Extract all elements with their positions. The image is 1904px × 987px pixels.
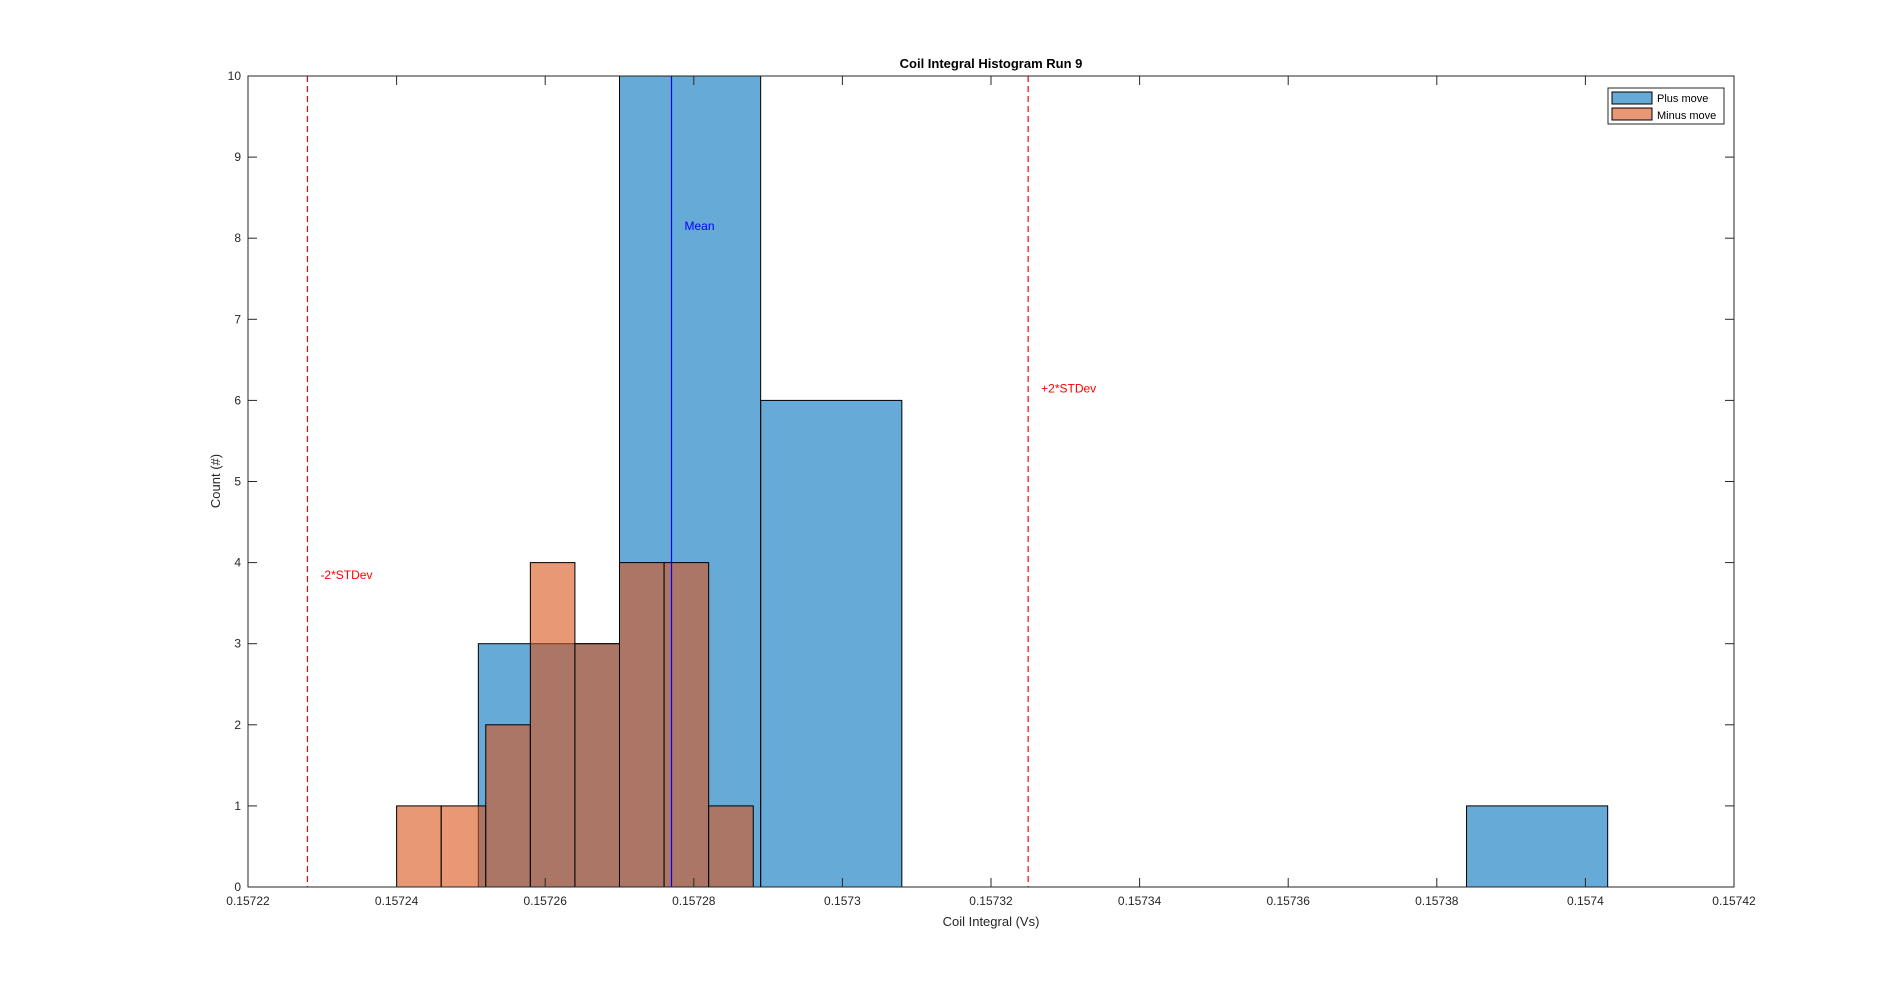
- refline-label-mean: Mean: [685, 219, 715, 233]
- x-tick-label: 0.15722: [226, 894, 270, 908]
- reference-lines-layer: Mean -2*STDev +2*STDev: [306, 76, 1096, 887]
- y-tick-label: 4: [234, 556, 241, 570]
- x-tick-label: 0.15742: [1712, 894, 1756, 908]
- bar-minus-move-6: [663, 562, 710, 888]
- y-tick-label: 10: [228, 69, 242, 83]
- y-tick-label: 3: [234, 637, 241, 651]
- y-tick-label: 0: [234, 880, 241, 894]
- bar-minus-move-5: [619, 562, 665, 888]
- refline-label-2-stdev: +2*STDev: [1041, 381, 1096, 395]
- plot-area: [248, 76, 1734, 887]
- bar-minus-move-2: [485, 724, 531, 888]
- bar-plus-move-2: [760, 399, 903, 888]
- x-tick-label: 0.15734: [1118, 894, 1162, 908]
- y-tick-label: 2: [234, 718, 241, 732]
- y-tick-label: 7: [234, 312, 241, 326]
- bar-plus-move-7: [1466, 805, 1609, 888]
- x-tick-label: 0.15724: [375, 894, 419, 908]
- bar-minus-move-3: [529, 562, 576, 888]
- bar-minus-move-1: [440, 805, 487, 888]
- x-axis-title: Coil Integral (Vs): [943, 914, 1040, 929]
- bar-minus-move-7: [708, 805, 754, 888]
- x-tick-label: 0.15726: [524, 894, 568, 908]
- refline-label-2-stdev: -2*STDev: [320, 568, 372, 582]
- legend-swatch-plus-move: [1611, 91, 1653, 105]
- legend-label-minus-move: Minus move: [1657, 110, 1716, 122]
- ticks-layer: 0.15722 0.15724 0.15726 0.15728 0.1573 0.1573…: [226, 69, 1756, 908]
- legend-label-plus-move: Plus move: [1657, 93, 1708, 105]
- x-tick-label: 0.1574: [1567, 894, 1604, 908]
- x-tick-label: 0.15732: [969, 894, 1013, 908]
- bars-layer: [396, 75, 1609, 888]
- y-tick-label: 5: [234, 475, 241, 489]
- y-tick-label: 9: [234, 150, 241, 164]
- bar-minus-move-4: [574, 643, 620, 888]
- legend: Plus move Minus move: [1607, 87, 1725, 125]
- x-tick-label: 0.1573: [824, 894, 861, 908]
- y-tick-label: 1: [234, 799, 241, 813]
- x-tick-label: 0.15728: [672, 894, 716, 908]
- y-tick-label: 6: [234, 393, 241, 407]
- bar-minus-move-0: [396, 805, 442, 888]
- x-tick-label: 0.15736: [1267, 894, 1311, 908]
- y-tick-label: 8: [234, 231, 241, 245]
- x-tick-label: 0.15738: [1415, 894, 1459, 908]
- legend-swatch-minus-move: [1611, 107, 1653, 121]
- chart-title: Coil Integral Histogram Run 9: [900, 56, 1083, 71]
- y-axis-title: Count (#): [208, 454, 223, 508]
